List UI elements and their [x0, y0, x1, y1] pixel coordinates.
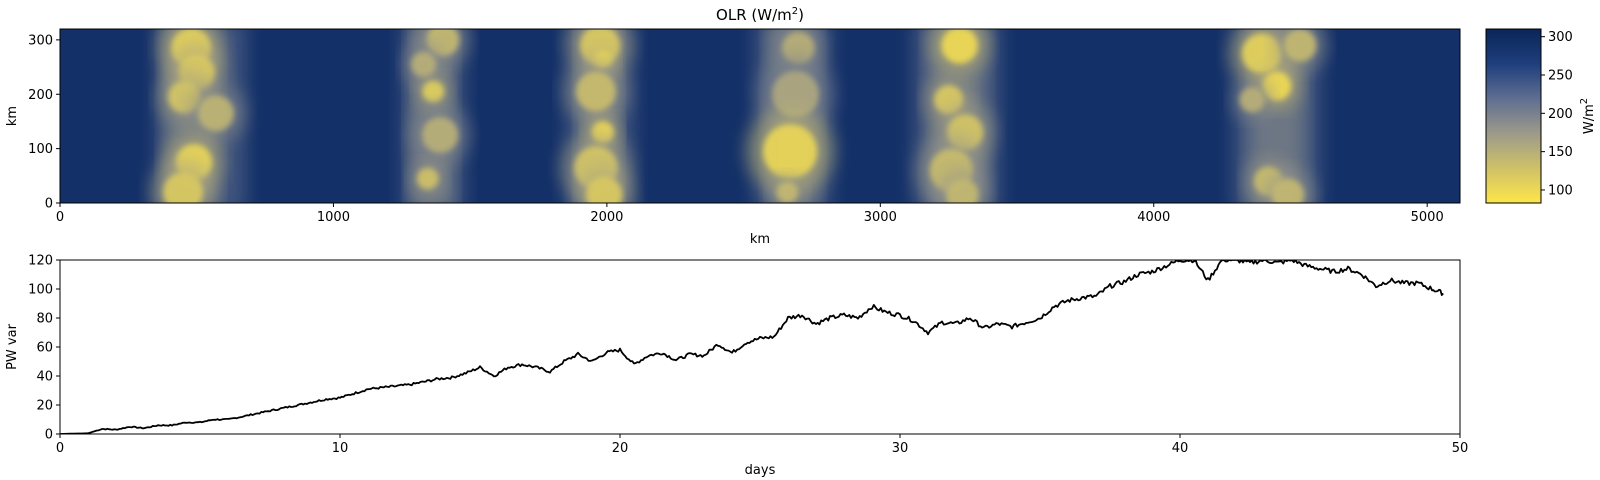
pw-var-series-line	[60, 260, 1444, 434]
cloud-cluster	[422, 117, 459, 154]
tick-label: 100	[28, 283, 53, 298]
cloud-cluster	[776, 181, 799, 203]
line-x-label: days	[745, 463, 776, 478]
tick-label: 100	[28, 142, 53, 157]
heatmap-x-axis: 0 1000 2000 3000 4000 5000	[56, 203, 1444, 225]
tick-label: 0	[45, 197, 53, 212]
tick-label: 20	[612, 441, 629, 456]
cloud-cluster	[422, 80, 445, 103]
line-y-axis: 0 20 40 60 80 100 120	[28, 254, 60, 443]
cloud-cluster	[946, 178, 979, 203]
tick-label: 5000	[1411, 210, 1444, 225]
cloud-cluster	[586, 176, 623, 203]
colorbar	[1485, 28, 1542, 204]
cloud-cluster	[782, 31, 815, 65]
tick-label: 200	[28, 88, 53, 103]
cloud-cluster	[1283, 29, 1317, 62]
cloud-cluster	[411, 51, 437, 77]
colorbar-axis: 100 150 200 250 300	[1541, 30, 1573, 198]
line-y-label: PW var	[5, 323, 20, 369]
tick-label: 40	[36, 370, 53, 385]
cloud-cluster	[416, 167, 439, 190]
tick-label: 2000	[590, 210, 623, 225]
tick-label: 0	[56, 441, 64, 456]
cloud-cluster	[941, 29, 978, 64]
cloud-cluster	[772, 70, 819, 118]
heatmap-title: OLR (W/m2)	[716, 6, 804, 24]
cloud-cluster	[1241, 33, 1282, 74]
tick-label: 4000	[1137, 210, 1170, 225]
cloud-cluster	[1239, 87, 1265, 113]
tick-label: 10	[332, 441, 349, 456]
tick-label: 200	[1548, 107, 1573, 122]
heatmap-plot-area	[60, 29, 1460, 203]
tick-label: 40	[1172, 441, 1189, 456]
tick-label: 20	[36, 399, 53, 414]
tick-label: 120	[28, 254, 53, 269]
colorbar-label: W/m2	[1579, 98, 1597, 134]
cloud-cluster	[163, 172, 203, 203]
tick-label: 50	[1452, 441, 1469, 456]
tick-label: 80	[36, 312, 53, 327]
heatmap-y-axis: 0 100 200 300	[28, 33, 60, 212]
tick-label: 300	[28, 33, 53, 48]
tick-label: 1000	[317, 210, 350, 225]
cloud-cluster	[763, 124, 818, 179]
tick-label: 300	[1548, 30, 1573, 45]
heatmap-frame	[59, 28, 1461, 204]
heatmap-y-label: km	[5, 106, 20, 126]
tick-label: 250	[1548, 68, 1573, 83]
cloud-cluster	[576, 71, 616, 112]
tick-label: 0	[45, 428, 53, 443]
cloud-cluster	[197, 95, 234, 132]
line-x-axis: 0 10 20 30 40 50	[56, 434, 1468, 456]
tick-label: 100	[1548, 183, 1573, 198]
tick-label: 0	[56, 210, 64, 225]
heatmap-convective-bands	[151, 29, 1326, 203]
tick-label: 30	[892, 441, 909, 456]
cloud-cluster	[1271, 178, 1304, 203]
heatmap-x-label: km	[750, 232, 770, 247]
tick-label: 150	[1548, 145, 1573, 160]
line-plot-area	[60, 260, 1460, 434]
tick-label: 3000	[864, 210, 897, 225]
tick-label: 60	[36, 341, 53, 356]
